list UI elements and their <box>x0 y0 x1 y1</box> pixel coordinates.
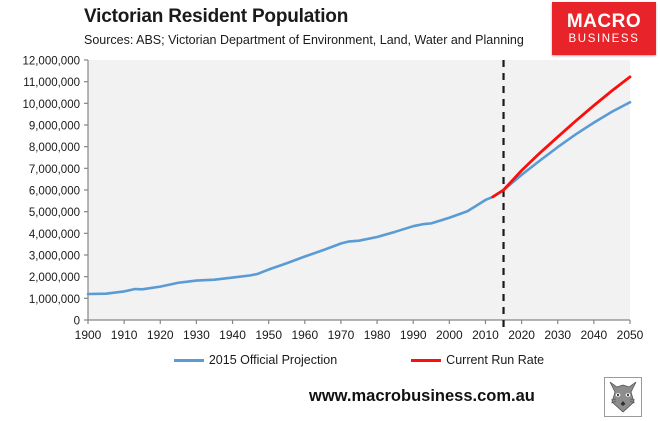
x-axis-tick-label: 1990 <box>400 328 427 342</box>
y-axis-tick-label: 0 <box>74 316 80 328</box>
legend-swatch-red <box>411 358 442 362</box>
y-axis-tick-label: 2,000,000 <box>29 272 80 284</box>
x-axis-tick-label: 1980 <box>364 328 391 342</box>
x-axis-tick-label: 1900 <box>75 328 102 342</box>
x-axis-tick-label: 1910 <box>111 328 138 342</box>
macrobusiness-logo: MACRO BUSINESS <box>552 2 656 55</box>
x-axis-tick-label: 1930 <box>183 328 210 342</box>
y-axis-tick-label: 1,000,000 <box>29 294 80 306</box>
y-axis-tick-label: 6,000,000 <box>29 186 80 198</box>
brand-name-primary: MACRO <box>566 10 642 32</box>
legend-item-official-projection: 2015 Official Projection <box>173 353 338 367</box>
y-axis-tick-label: 8,000,000 <box>29 142 80 154</box>
y-axis-tick-label: 3,000,000 <box>29 251 80 263</box>
legend-label-official-projection: 2015 Official Projection <box>208 353 338 367</box>
y-axis-tick-label: 9,000,000 <box>29 121 80 133</box>
chart-legend: 2015 Official Projection Current Run Rat… <box>88 353 630 367</box>
x-axis-tick-label: 2040 <box>581 328 608 342</box>
y-axis-tick-label: 11,000,000 <box>23 77 80 89</box>
y-axis-tick-label: 12,000,000 <box>22 56 80 68</box>
legend-swatch-blue <box>173 358 204 362</box>
x-axis-tick-label: 2030 <box>544 328 571 342</box>
x-axis-tick-label: 1920 <box>147 328 174 342</box>
y-axis-tick-label: 10,000,000 <box>22 99 80 111</box>
x-axis-tick-label: 1950 <box>255 328 282 342</box>
brand-name-secondary: BUSINESS <box>568 32 640 45</box>
chart-subtitle: Sources: ABS; Victorian Department of En… <box>84 33 524 47</box>
x-axis-tick-label: 2010 <box>472 328 499 342</box>
y-axis-tick-label: 5,000,000 <box>29 207 80 219</box>
x-axis-tick-label: 2050 <box>617 328 644 342</box>
footer-website-url: www.macrobusiness.com.au <box>309 387 535 405</box>
y-axis-tick-label: 4,000,000 <box>29 229 80 241</box>
chart-series-line <box>86 100 632 296</box>
x-axis-tick-label: 2000 <box>436 328 463 342</box>
legend-item-current-run-rate: Current Run Rate <box>411 353 544 367</box>
fox-head-glyph <box>609 381 637 413</box>
x-axis-tick-label: 2020 <box>508 328 535 342</box>
y-axis-tick-label: 7,000,000 <box>29 164 80 176</box>
legend-label-current-run-rate: Current Run Rate <box>446 353 545 367</box>
fox-head-icon <box>604 377 642 417</box>
x-axis-tick-label: 1960 <box>291 328 318 342</box>
page-title: Victorian Resident Population <box>84 6 349 27</box>
x-axis-tick-label: 1940 <box>219 328 246 342</box>
x-axis-tick-label: 1970 <box>328 328 355 342</box>
chart-series-line <box>491 75 632 199</box>
